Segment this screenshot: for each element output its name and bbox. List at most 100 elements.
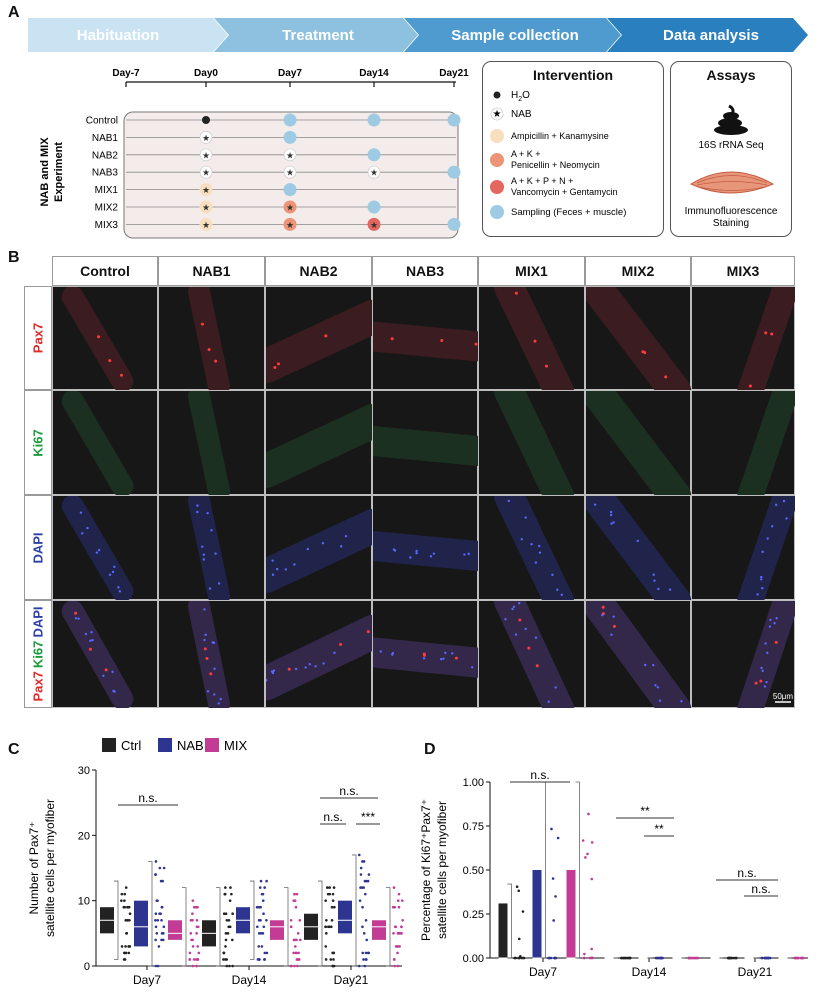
data-point [362, 958, 365, 961]
data-point [367, 873, 371, 876]
dapi-nucleus [294, 667, 298, 671]
dapi-nucleus [439, 658, 443, 661]
dapi-nucleus [333, 651, 336, 655]
column-header-mix3: MIX3 [691, 256, 795, 286]
data-point [120, 892, 124, 896]
column-header-control: Control [52, 256, 158, 286]
data-point [687, 956, 690, 960]
dapi-nucleus [609, 513, 613, 517]
column-header-nab3: NAB3 [372, 256, 478, 286]
dapi-nucleus [271, 573, 275, 576]
pax7-nucleus [454, 656, 458, 660]
myofiber [494, 272, 574, 406]
h2o-marker [493, 91, 501, 99]
sampling-label: Sampling (Feces + muscle) [511, 207, 626, 218]
data-point [195, 932, 198, 935]
dapi-nucleus [442, 657, 445, 660]
dapi-nucleus [760, 578, 763, 581]
schedule-side-label-1: NAB and MIX [40, 137, 51, 207]
box-nab [338, 900, 352, 934]
micrograph [579, 375, 692, 512]
micrograph-image [494, 272, 574, 406]
schedule-side-label-2: Experiment [53, 142, 65, 202]
myofiber [579, 585, 692, 726]
micrograph [158, 595, 265, 715]
nab-marker [283, 148, 297, 162]
data-point [192, 958, 196, 961]
data-point [124, 918, 128, 922]
micrograph-image [249, 299, 390, 384]
y-tick-label: 0.25 [463, 909, 484, 921]
pax7-nucleus [339, 642, 343, 646]
data-point [760, 956, 763, 960]
micrograph [158, 280, 265, 398]
dapi-nucleus [344, 535, 348, 538]
dapi-nucleus [409, 556, 412, 559]
data-point [231, 964, 234, 968]
micrograph [691, 383, 798, 509]
micrograph: 50μm [691, 593, 798, 723]
data-point [362, 932, 366, 935]
micrograph-image [737, 278, 798, 404]
star-icon: ★ [370, 220, 378, 230]
feces-icon [714, 104, 748, 135]
data-point [154, 912, 158, 916]
nab-marker [199, 165, 213, 179]
dapi-nucleus [432, 552, 436, 555]
data-point [289, 918, 293, 922]
data-point [392, 958, 396, 961]
myofiber [579, 271, 692, 407]
micrograph-image [494, 481, 574, 616]
pax7-nucleus [209, 672, 213, 676]
dapi-nucleus [763, 685, 767, 688]
data-point [297, 951, 300, 955]
data-point [547, 956, 550, 960]
legend-label-ctrl: Ctrl [121, 738, 141, 753]
column-header-mix1: MIX1 [478, 256, 585, 286]
data-point [197, 951, 201, 955]
micrograph-image [579, 271, 692, 407]
micrograph-image [61, 495, 134, 602]
dapi-nucleus [90, 631, 93, 634]
myofiber [188, 280, 230, 398]
whisker [216, 887, 221, 967]
data-point [123, 958, 127, 961]
micrograph [579, 480, 692, 617]
y-axis-label: satellite cells per myofiber [43, 799, 57, 937]
dapi-nucleus [610, 633, 613, 636]
data-point [229, 886, 232, 889]
myofiber [249, 299, 390, 384]
stage-data-analysis: Data analysis [663, 27, 759, 44]
data-point [326, 886, 329, 889]
dapi-nucleus [551, 573, 554, 577]
dapi-nucleus [467, 552, 470, 556]
dapi-nucleus [213, 667, 216, 670]
assays-title: Assays [706, 67, 756, 83]
legend-swatch-nab [158, 738, 172, 752]
data-point [127, 951, 131, 955]
data-point [367, 951, 371, 955]
data-point [294, 945, 297, 948]
whisker [182, 887, 187, 967]
data-point [224, 932, 228, 935]
significance-label: n.s. [737, 866, 756, 880]
dapi-nucleus [450, 652, 454, 655]
myofiber [358, 321, 493, 362]
ak-label-2: Penicellin + Neomycin [511, 160, 600, 170]
dapi-nucleus [766, 651, 769, 655]
legend-label-nab: NAB [177, 738, 204, 753]
pax7-nucleus [88, 647, 92, 651]
data-point [590, 956, 594, 959]
data-point [590, 947, 593, 951]
star-icon: ★ [286, 150, 294, 160]
star-icon: ★ [202, 220, 210, 230]
micrograph [52, 600, 158, 710]
data-point [189, 932, 193, 935]
dapi-nucleus [785, 517, 788, 520]
dapi-nucleus [652, 663, 655, 667]
data-point [733, 956, 737, 960]
star-icon: ★ [202, 133, 210, 143]
microscopy-grid: Control NAB1 NAB2 NAB3 MIX1 MIX2 MIX3 Pax7 Ki67 D… [24, 256, 798, 726]
data-point [513, 956, 517, 960]
timeline-chevrons: Habituation Treatment Sample collection … [28, 18, 808, 52]
